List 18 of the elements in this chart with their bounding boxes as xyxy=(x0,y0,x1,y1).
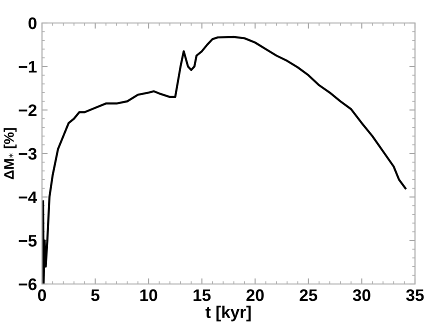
x-tick-label: 5 xyxy=(91,289,100,302)
y-tick-label: −6 xyxy=(18,278,37,290)
x-tick-label: 15 xyxy=(194,289,211,302)
x-tick-label: 20 xyxy=(246,289,264,302)
y-tick-label: 0 xyxy=(28,17,36,30)
x-tick-label: 10 xyxy=(140,289,158,302)
x-tick-label: 30 xyxy=(352,289,370,302)
y-tick-label: −5 xyxy=(18,235,37,247)
y-tick-label: −4 xyxy=(18,192,38,204)
x-axis-title: t [kyr] xyxy=(206,306,251,322)
line-series xyxy=(42,36,406,284)
y-tick-label: −1 xyxy=(18,61,37,73)
x-tick-label: 35 xyxy=(406,289,424,302)
y-tick-label: −3 xyxy=(18,148,37,160)
x-tick-label: 0 xyxy=(38,289,46,302)
y-tick-label: −2 xyxy=(18,104,36,116)
x-tick-label: 25 xyxy=(300,289,318,302)
y-axis-title: ΔM$_{*}$ [%] xyxy=(4,128,17,180)
